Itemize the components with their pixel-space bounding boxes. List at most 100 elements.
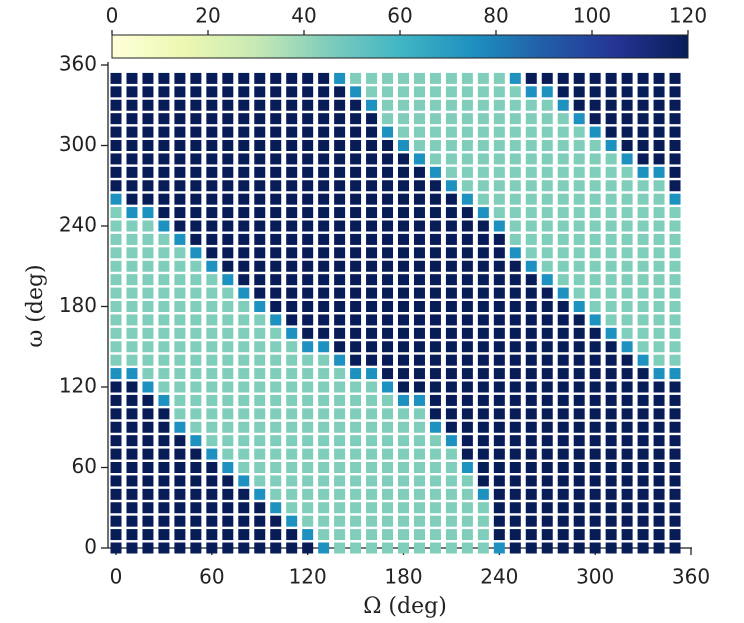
cell — [110, 408, 122, 420]
cell — [318, 274, 330, 286]
cell — [541, 475, 553, 487]
cell — [477, 287, 489, 299]
cell — [350, 314, 362, 326]
cell — [254, 327, 266, 339]
cell — [525, 515, 537, 527]
cell — [589, 86, 601, 98]
cell — [110, 260, 122, 272]
cell — [142, 301, 154, 312]
cell — [286, 529, 298, 541]
y-tick-label: 0 — [84, 535, 97, 559]
cell — [222, 126, 234, 138]
cell — [318, 153, 330, 165]
cell — [605, 448, 617, 460]
cell — [158, 140, 170, 151]
cell — [589, 99, 601, 111]
cell — [525, 247, 537, 259]
cell — [637, 99, 649, 111]
cell — [429, 462, 441, 473]
cell — [270, 462, 282, 473]
cell — [158, 233, 170, 245]
cell — [461, 448, 473, 460]
cell — [110, 207, 122, 219]
cell — [318, 394, 330, 406]
cell — [190, 180, 202, 192]
cell — [589, 515, 601, 527]
cell — [445, 274, 457, 286]
cell — [206, 314, 218, 326]
cell — [429, 448, 441, 460]
cell — [142, 421, 154, 433]
cell — [270, 247, 282, 259]
cell — [254, 448, 266, 460]
cell — [350, 247, 362, 259]
cell — [541, 341, 553, 353]
cell — [509, 140, 521, 151]
cell — [318, 475, 330, 487]
y-axis-label: ω (deg) — [23, 264, 48, 347]
cell — [110, 435, 122, 447]
cell — [366, 140, 378, 151]
cell — [541, 86, 553, 98]
cell — [461, 488, 473, 500]
cell — [142, 368, 154, 380]
cell — [206, 421, 218, 433]
cell — [621, 153, 633, 165]
cell — [445, 233, 457, 245]
cell — [669, 180, 681, 192]
cell — [126, 207, 138, 219]
cell — [350, 220, 362, 232]
cell — [126, 260, 138, 272]
cell — [445, 287, 457, 299]
cell — [653, 207, 665, 219]
cell — [493, 166, 505, 178]
cell — [142, 488, 154, 500]
cell — [142, 542, 154, 554]
cell — [605, 180, 617, 192]
cell — [110, 502, 122, 514]
cell — [302, 72, 314, 84]
cell — [589, 529, 601, 541]
cell — [669, 408, 681, 420]
cell — [429, 502, 441, 514]
cell — [653, 448, 665, 460]
cell — [286, 341, 298, 353]
cell — [669, 462, 681, 473]
cell — [334, 140, 346, 151]
cell — [557, 260, 569, 272]
cell — [509, 529, 521, 541]
cell — [621, 448, 633, 460]
cell — [350, 421, 362, 433]
cell — [461, 327, 473, 339]
cell — [286, 274, 298, 286]
cell — [286, 502, 298, 514]
cell — [589, 542, 601, 554]
cell — [605, 314, 617, 326]
colorbar — [111, 34, 689, 59]
cell — [669, 260, 681, 272]
cell — [222, 274, 234, 286]
cell — [637, 287, 649, 299]
cell — [398, 126, 409, 138]
cell — [142, 381, 154, 393]
cell — [382, 153, 394, 165]
cell — [413, 233, 425, 245]
cell — [398, 86, 409, 98]
cell — [190, 394, 202, 406]
cell — [270, 233, 282, 245]
cell — [589, 166, 601, 178]
cell — [461, 220, 473, 232]
cell — [589, 368, 601, 380]
cell — [334, 220, 346, 232]
cell — [142, 462, 154, 473]
cell — [238, 475, 250, 487]
cell — [461, 86, 473, 98]
cell — [589, 153, 601, 165]
cell — [270, 207, 282, 219]
cell — [509, 247, 521, 259]
cell — [445, 502, 457, 514]
cell — [350, 207, 362, 219]
cell — [366, 421, 378, 433]
cell — [286, 153, 298, 165]
cell — [302, 153, 314, 165]
